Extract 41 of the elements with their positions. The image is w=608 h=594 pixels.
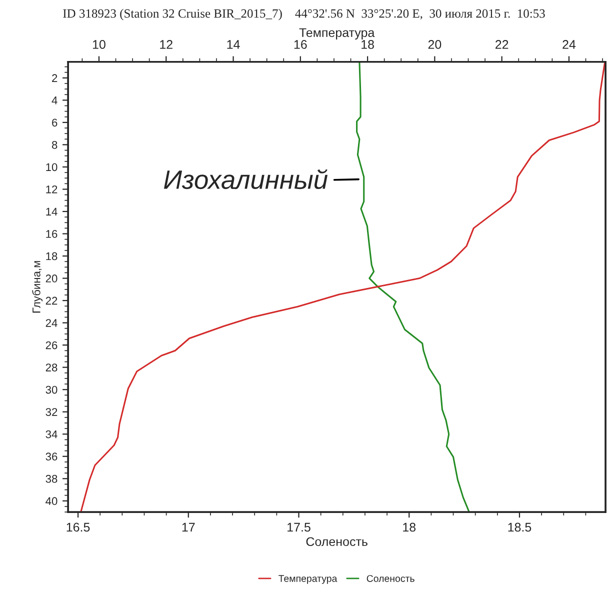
y-tick-label: 8	[52, 140, 58, 149]
x2-tick-label: 10	[92, 40, 106, 49]
y-axis-title: Глубина,м	[32, 261, 43, 313]
y-tick-label: 12	[46, 185, 58, 194]
y-tick-label: 32	[46, 408, 58, 416]
x2-tick-label: 16	[294, 40, 307, 49]
legend-label: Соленость	[366, 575, 414, 582]
y-tick-label: 24	[46, 319, 58, 327]
x2-tick-label: 14	[227, 40, 240, 49]
y-tick-label: 40	[46, 497, 58, 506]
y-tick-label: 10	[46, 163, 58, 172]
x2-tick-label: 12	[160, 40, 172, 49]
y-tick-label: 38	[46, 474, 58, 483]
annotation: Изохалинный	[164, 169, 328, 190]
y-tick-label: 30	[46, 386, 58, 394]
y-tick-label: 16	[46, 230, 58, 238]
x2-axis-title: Температура	[299, 28, 375, 40]
x-axis-title: Соленость	[306, 537, 368, 546]
x-tick-label: 17.5	[288, 522, 310, 532]
legend-label: Температура	[278, 575, 338, 584]
y-tick-label: 2	[52, 74, 58, 82]
x-tick-label: 17	[182, 522, 195, 532]
y-tick-label: 36	[46, 452, 58, 461]
y-tick-label: 26	[46, 341, 58, 350]
chart-title: ID 318923 (Station 32 Cruise BIR_2015_7) 44°32'.56 N 33°25'.20 E, 30 июля 2015 г. 10:53	[63, 8, 545, 20]
x2-tick-label: 24	[562, 40, 576, 49]
y-tick-label: 18	[46, 252, 58, 260]
y-tick-label: 6	[52, 118, 58, 127]
y-tick-label: 22	[46, 296, 58, 305]
x-tick-label: 18.5	[508, 522, 532, 532]
x-tick-label: 16.5	[66, 522, 90, 532]
x2-tick-label: 20	[428, 40, 442, 49]
y-tick-label: 4	[52, 96, 58, 104]
x2-tick-label: 22	[496, 40, 508, 49]
y-tick-label: 20	[46, 274, 58, 282]
y-tick-label: 28	[46, 364, 58, 372]
x-tick-label: 18	[403, 522, 416, 532]
y-tick-label: 14	[46, 208, 58, 216]
line-series	[356, 62, 470, 512]
x2-tick-label: 18	[362, 40, 374, 49]
y-tick-label: 34	[46, 430, 58, 438]
